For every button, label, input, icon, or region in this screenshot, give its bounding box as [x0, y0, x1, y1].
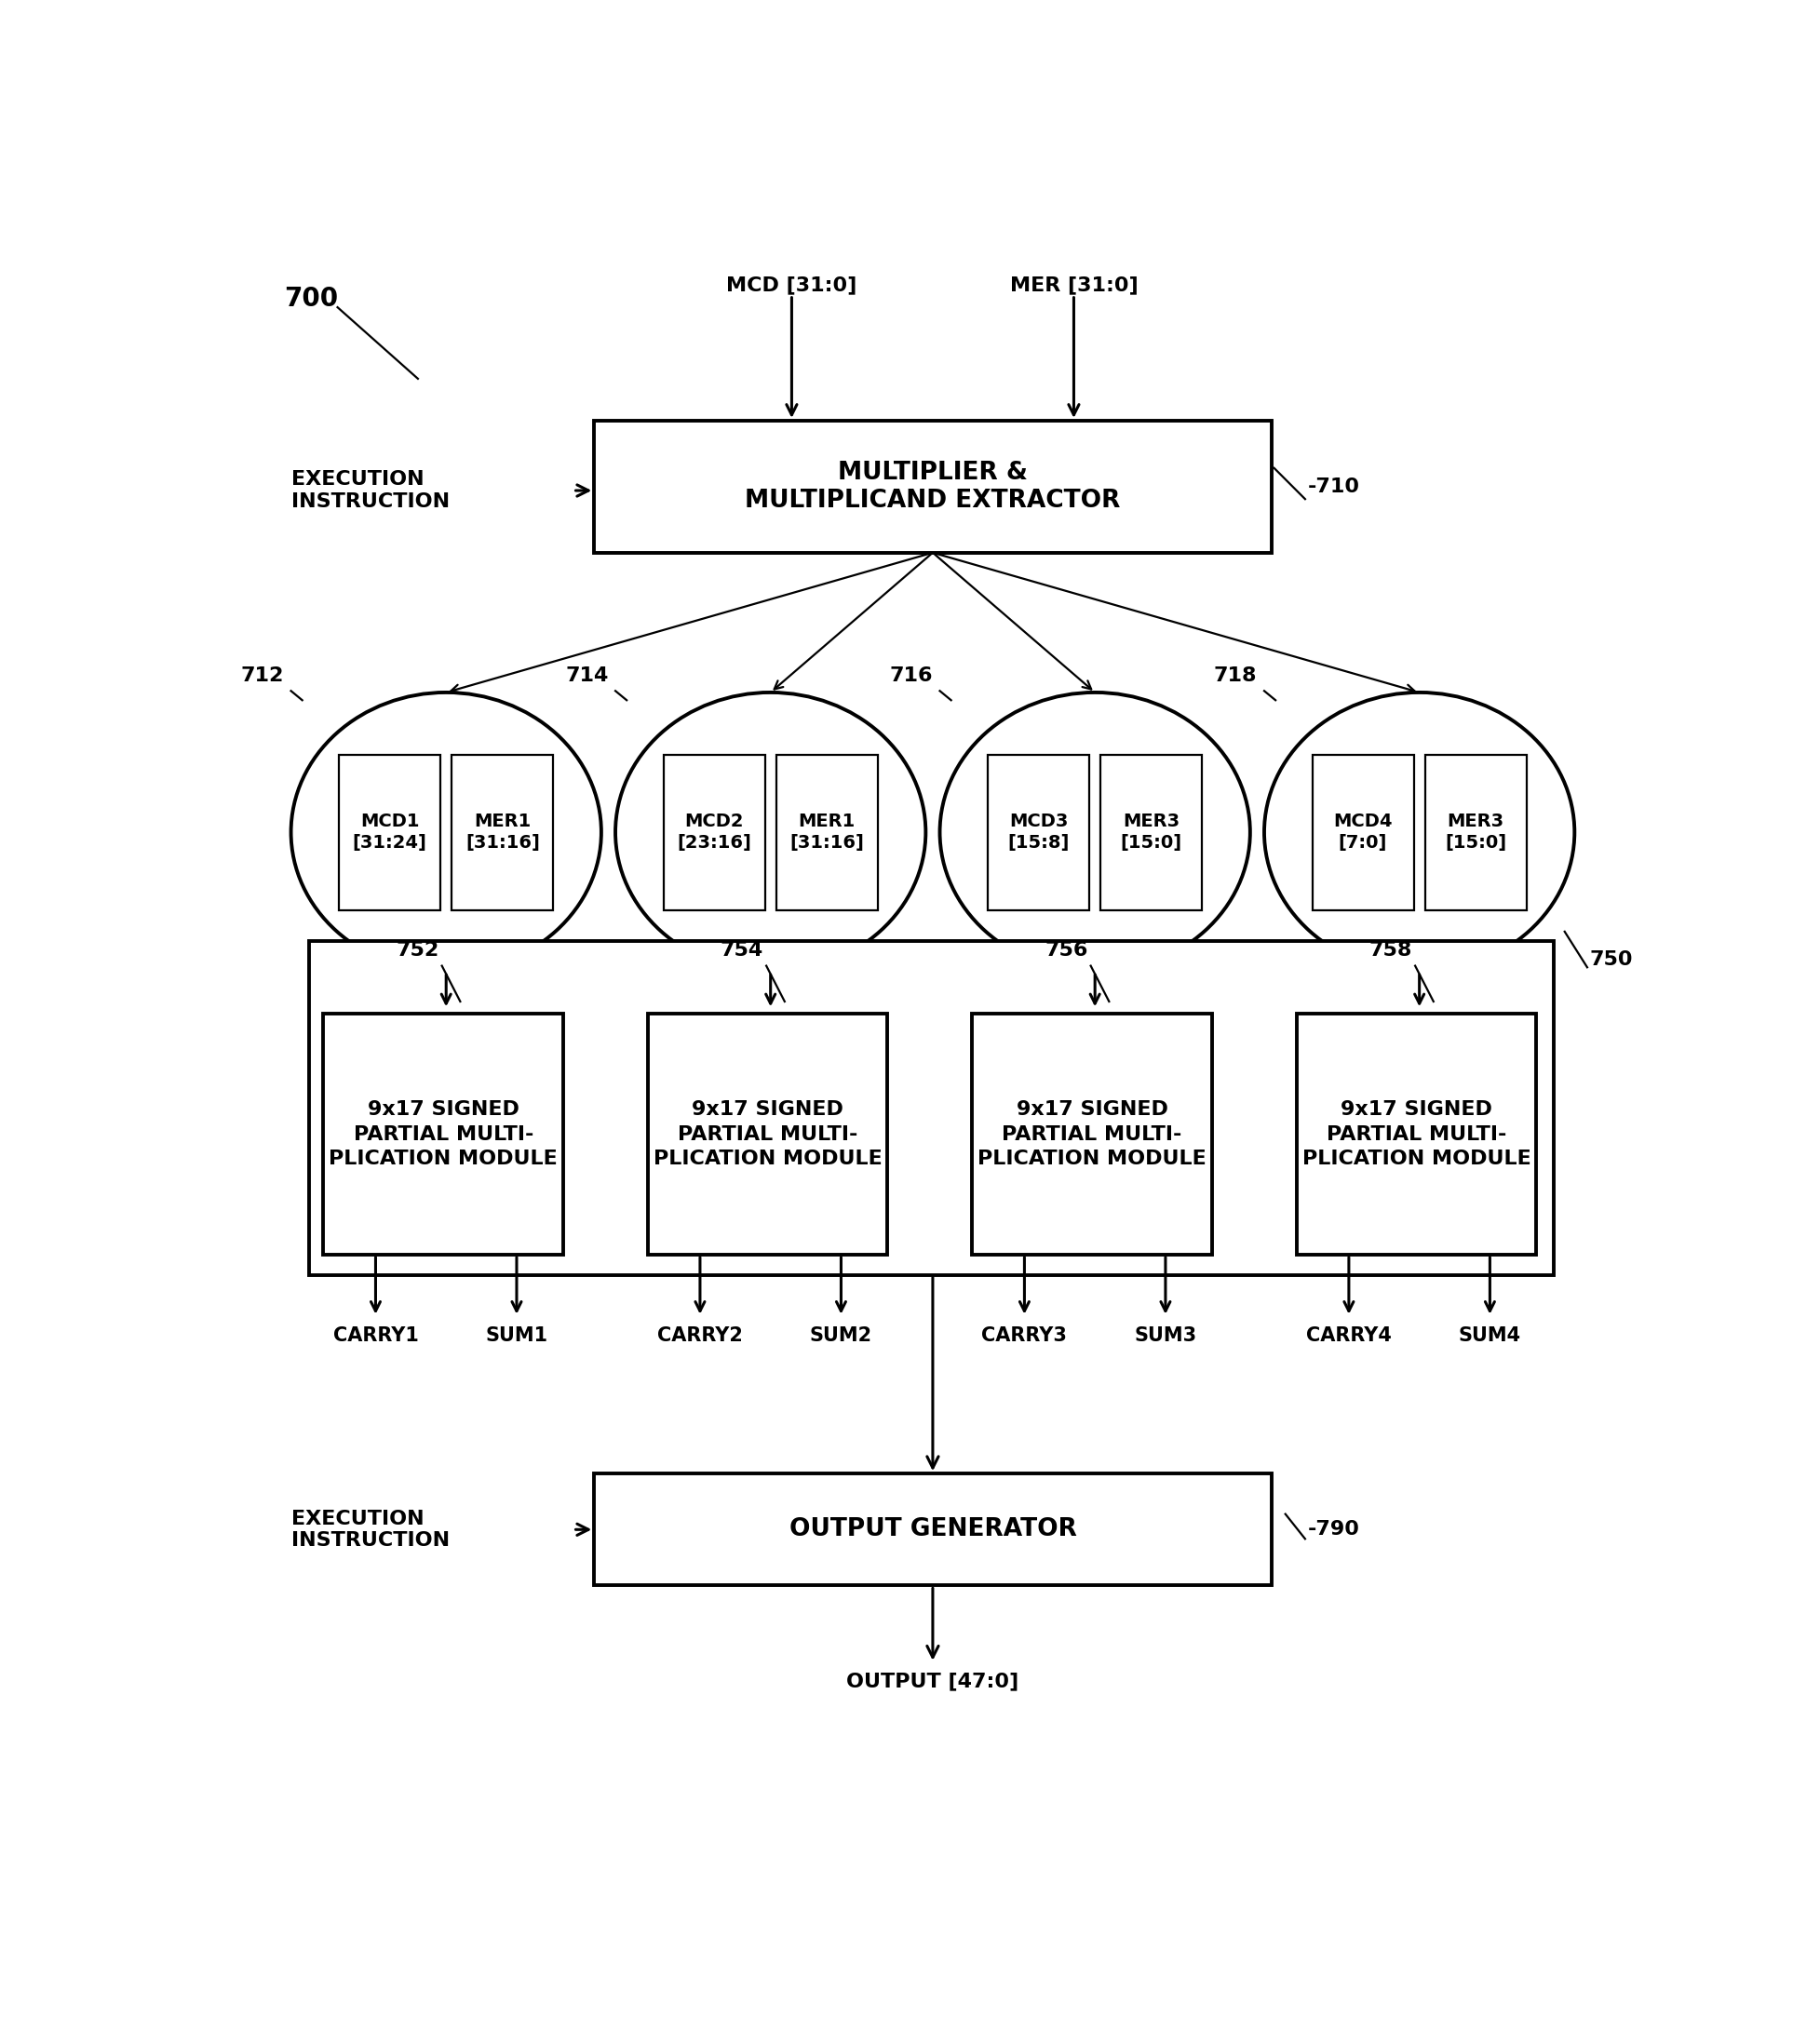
- Text: MER3
[15:0]: MER3 [15:0]: [1121, 813, 1183, 851]
- Text: MCD1
[31:24]: MCD1 [31:24]: [353, 813, 428, 851]
- Text: 9x17 SIGNED
PARTIAL MULTI-
PLICATION MODULE: 9x17 SIGNED PARTIAL MULTI- PLICATION MOD…: [653, 1101, 883, 1168]
- Text: EXECUTION
INSTRUCTION: EXECUTION INSTRUCTION: [291, 470, 450, 510]
- Text: MCD [31:0]: MCD [31:0]: [726, 276, 857, 294]
- Bar: [1312, 754, 1414, 910]
- Ellipse shape: [291, 692, 601, 972]
- Ellipse shape: [615, 692, 926, 972]
- Text: CARRY3: CARRY3: [981, 1325, 1067, 1345]
- Text: MER1
[31:16]: MER1 [31:16]: [790, 813, 864, 851]
- Text: 9x17 SIGNED
PARTIAL MULTI-
PLICATION MODULE: 9x17 SIGNED PARTIAL MULTI- PLICATION MOD…: [1301, 1101, 1531, 1168]
- Bar: [324, 1015, 562, 1255]
- Text: OUTPUT [47:0]: OUTPUT [47:0]: [846, 1672, 1019, 1690]
- Text: 752: 752: [397, 942, 439, 960]
- Bar: [451, 754, 553, 910]
- Bar: [775, 754, 877, 910]
- Text: CARRY4: CARRY4: [1307, 1325, 1392, 1345]
- Text: MER1
[31:16]: MER1 [31:16]: [466, 813, 541, 851]
- Bar: [593, 1474, 1270, 1585]
- Text: EXECUTION
INSTRUCTION: EXECUTION INSTRUCTION: [291, 1509, 450, 1549]
- Text: CARRY2: CARRY2: [657, 1325, 743, 1345]
- Text: SUM2: SUM2: [810, 1325, 872, 1345]
- Bar: [972, 1015, 1212, 1255]
- Bar: [648, 1015, 888, 1255]
- Text: MER [31:0]: MER [31:0]: [1010, 276, 1138, 294]
- Bar: [662, 754, 764, 910]
- Text: SUM4: SUM4: [1458, 1325, 1522, 1345]
- Ellipse shape: [1265, 692, 1574, 972]
- Bar: [309, 940, 1552, 1275]
- Text: SUM3: SUM3: [1134, 1325, 1198, 1345]
- Text: OUTPUT GENERATOR: OUTPUT GENERATOR: [790, 1517, 1076, 1541]
- Text: 750: 750: [1591, 950, 1633, 968]
- Bar: [1425, 754, 1527, 910]
- Bar: [1296, 1015, 1536, 1255]
- Text: 754: 754: [721, 942, 764, 960]
- Text: MCD4
[7:0]: MCD4 [7:0]: [1334, 813, 1392, 851]
- Text: MER3
[15:0]: MER3 [15:0]: [1445, 813, 1507, 851]
- Text: 714: 714: [566, 666, 608, 684]
- Text: SUM1: SUM1: [486, 1325, 548, 1345]
- Bar: [593, 422, 1270, 553]
- Bar: [988, 754, 1090, 910]
- Text: CARRY1: CARRY1: [333, 1325, 419, 1345]
- Text: 700: 700: [284, 286, 339, 311]
- Text: MCD3
[15:8]: MCD3 [15:8]: [1008, 813, 1070, 851]
- Text: 9x17 SIGNED
PARTIAL MULTI-
PLICATION MODULE: 9x17 SIGNED PARTIAL MULTI- PLICATION MOD…: [977, 1101, 1207, 1168]
- Text: 718: 718: [1214, 666, 1258, 684]
- Text: 758: 758: [1369, 942, 1412, 960]
- Text: 712: 712: [240, 666, 284, 684]
- Text: -790: -790: [1309, 1521, 1360, 1539]
- Text: 756: 756: [1045, 942, 1088, 960]
- Text: 716: 716: [890, 666, 932, 684]
- Text: MCD2
[23:16]: MCD2 [23:16]: [677, 813, 752, 851]
- Ellipse shape: [939, 692, 1250, 972]
- Bar: [1101, 754, 1203, 910]
- Text: -710: -710: [1309, 478, 1360, 496]
- Bar: [339, 754, 440, 910]
- Text: 9x17 SIGNED
PARTIAL MULTI-
PLICATION MODULE: 9x17 SIGNED PARTIAL MULTI- PLICATION MOD…: [329, 1101, 557, 1168]
- Text: MULTIPLIER &
MULTIPLICAND EXTRACTOR: MULTIPLIER & MULTIPLICAND EXTRACTOR: [744, 460, 1121, 512]
